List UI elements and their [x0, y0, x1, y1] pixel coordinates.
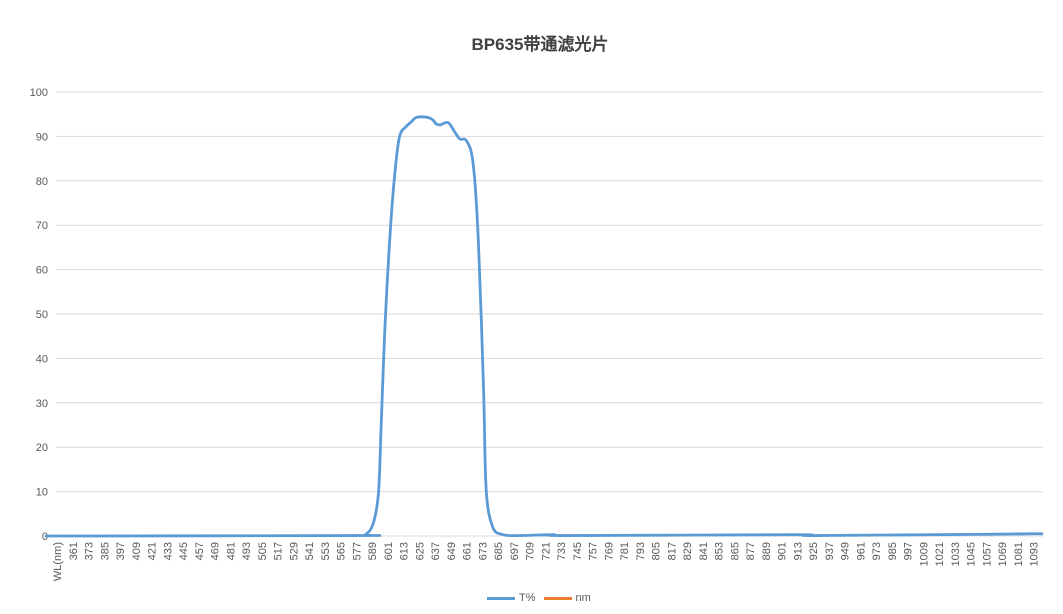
- x-tick-label: 529: [288, 542, 300, 560]
- x-tick-label: 865: [729, 542, 741, 560]
- x-tick-label: 1021: [934, 542, 946, 566]
- legend-swatch-nm: [543, 596, 572, 600]
- x-tick-label: 493: [241, 542, 253, 560]
- x-tick-label: 613: [399, 542, 411, 560]
- x-tick-label: 781: [619, 542, 631, 560]
- x-tick-label: 709: [525, 542, 537, 560]
- y-tick-label: 20: [36, 442, 48, 454]
- x-tick-label: 925: [808, 542, 820, 560]
- x-tick-label: 577: [351, 542, 363, 560]
- x-tick-label: 745: [572, 542, 584, 560]
- legend-label-nm: nm: [575, 592, 591, 604]
- x-tick-label: 637: [430, 542, 442, 560]
- legend-label-t: T%: [519, 592, 536, 604]
- x-tick-label: 601: [383, 542, 395, 560]
- x-tick-label: 625: [414, 542, 426, 560]
- x-tick-label: 409: [131, 542, 143, 560]
- x-tick-label: 541: [304, 542, 316, 560]
- x-tick-label: 805: [651, 542, 663, 560]
- x-tick-label: 937: [824, 542, 836, 560]
- x-tick-label: 961: [855, 542, 867, 560]
- x-tick-label: 733: [556, 542, 568, 560]
- x-tick-label: 721: [540, 542, 552, 560]
- chart-title: BP635带通滤光片: [471, 35, 609, 54]
- x-tick-label: 505: [257, 542, 269, 560]
- x-tick-label: 385: [99, 542, 111, 560]
- x-tick-label: WL(nm): [52, 542, 64, 581]
- x-tick-label: 889: [761, 542, 773, 560]
- x-tick-label: 589: [367, 542, 379, 560]
- x-tick-label: 373: [84, 542, 96, 560]
- legend-swatch-t: [487, 596, 515, 600]
- x-tick-label: 517: [273, 542, 285, 560]
- x-tick-label: 397: [115, 542, 127, 560]
- x-tick-label: 1009: [918, 542, 930, 566]
- x-tick-label: 697: [509, 542, 521, 560]
- legend-item-t: T%: [487, 592, 536, 604]
- x-tick-label: 877: [745, 542, 757, 560]
- y-tick-label: 50: [36, 309, 48, 321]
- y-tick-label: 80: [36, 176, 48, 188]
- x-tick-label: 1093: [1029, 542, 1041, 566]
- legend-item-nm: nm: [543, 592, 591, 604]
- y-tick-label: 30: [36, 398, 48, 410]
- x-tick-label: 913: [792, 542, 804, 560]
- y-tick-label: 0: [42, 531, 48, 543]
- x-tick-label: 457: [194, 542, 206, 560]
- x-tick-label: 901: [777, 542, 789, 560]
- x-tick-label: 1069: [997, 542, 1009, 566]
- x-tick-label: 769: [603, 542, 615, 560]
- x-tick-label: 565: [336, 542, 348, 560]
- x-tick-label: 793: [635, 542, 647, 560]
- y-tick-label: 90: [36, 131, 48, 143]
- x-tick-label: 1081: [1013, 542, 1025, 566]
- x-tick-label: 445: [178, 542, 190, 560]
- x-tick-label: 433: [162, 542, 174, 560]
- x-tick-label: 997: [903, 542, 915, 560]
- y-tick-label: 100: [30, 87, 48, 99]
- y-tick-label: 10: [36, 487, 48, 499]
- x-tick-label: 1045: [966, 542, 978, 566]
- y-tick-label: 70: [36, 220, 48, 232]
- y-tick-label: 60: [36, 265, 48, 277]
- x-tick-label: 841: [698, 542, 710, 560]
- x-tick-label: 481: [225, 542, 237, 560]
- series-line-0: [44, 115, 1044, 538]
- x-tick-label: 1057: [981, 542, 993, 566]
- x-tick-label: 949: [840, 542, 852, 560]
- x-tick-label: 985: [887, 542, 899, 560]
- x-tick-label: 361: [68, 542, 80, 560]
- x-tick-label: 673: [477, 542, 489, 560]
- x-tick-label: 469: [210, 542, 222, 560]
- x-tick-label: 553: [320, 542, 332, 560]
- x-tick-label: 649: [446, 542, 458, 560]
- legend: T% nm: [487, 592, 591, 604]
- x-tick-label: 973: [871, 542, 883, 560]
- x-tick-label: 829: [682, 542, 694, 560]
- x-tick-label: 421: [147, 542, 159, 560]
- x-tick-label: 661: [462, 542, 474, 560]
- x-tick-label: 757: [588, 542, 600, 560]
- x-tick-label: 853: [714, 542, 726, 560]
- x-tick-label: 817: [666, 542, 678, 560]
- y-tick-label: 40: [36, 353, 48, 365]
- x-tick-label: 1033: [950, 542, 962, 566]
- x-tick-label: 685: [493, 542, 505, 560]
